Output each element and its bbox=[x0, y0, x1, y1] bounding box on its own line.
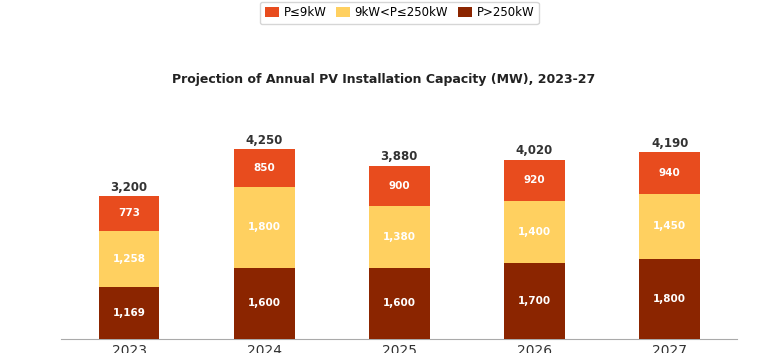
Text: 1,380: 1,380 bbox=[383, 232, 415, 242]
Text: 1,800: 1,800 bbox=[248, 222, 280, 232]
Bar bbox=[639, 194, 700, 259]
Text: 1,700: 1,700 bbox=[518, 296, 551, 306]
Text: Projection of Annual PV Installation Capacity (MW), 2023-27: Projection of Annual PV Installation Cap… bbox=[172, 73, 596, 86]
Text: 1,800: 1,800 bbox=[654, 294, 686, 304]
Text: 4,020: 4,020 bbox=[516, 144, 553, 157]
Text: Projection France: Projection France bbox=[274, 29, 494, 49]
Text: 1,600: 1,600 bbox=[383, 298, 415, 308]
Bar bbox=[504, 263, 565, 339]
Bar bbox=[369, 268, 430, 339]
Text: 3,200: 3,200 bbox=[111, 181, 147, 194]
Text: 920: 920 bbox=[524, 175, 545, 185]
Legend: P≤9kW, 9kW<P≤250kW, P>250kW: P≤9kW, 9kW<P≤250kW, P>250kW bbox=[260, 2, 539, 24]
Text: 773: 773 bbox=[118, 208, 140, 219]
Bar bbox=[98, 196, 160, 231]
Text: 900: 900 bbox=[389, 181, 410, 191]
Bar bbox=[98, 287, 160, 339]
Text: 1,169: 1,169 bbox=[113, 308, 145, 318]
Text: 4,190: 4,190 bbox=[651, 137, 688, 150]
Bar bbox=[504, 201, 565, 263]
Bar bbox=[233, 149, 295, 187]
Bar bbox=[98, 231, 160, 287]
Bar bbox=[639, 152, 700, 194]
Text: 1,400: 1,400 bbox=[518, 227, 551, 237]
Bar bbox=[504, 160, 565, 201]
Bar bbox=[233, 268, 295, 339]
Text: 1,258: 1,258 bbox=[113, 254, 145, 264]
Text: 940: 940 bbox=[659, 168, 680, 178]
Text: 850: 850 bbox=[253, 163, 275, 173]
Bar bbox=[639, 259, 700, 339]
Text: 1,450: 1,450 bbox=[653, 221, 687, 231]
Text: 1,600: 1,600 bbox=[248, 298, 280, 308]
Text: 4,250: 4,250 bbox=[246, 134, 283, 147]
Bar bbox=[233, 187, 295, 268]
Text: 3,880: 3,880 bbox=[381, 150, 418, 163]
Bar bbox=[369, 166, 430, 206]
Bar bbox=[369, 206, 430, 268]
